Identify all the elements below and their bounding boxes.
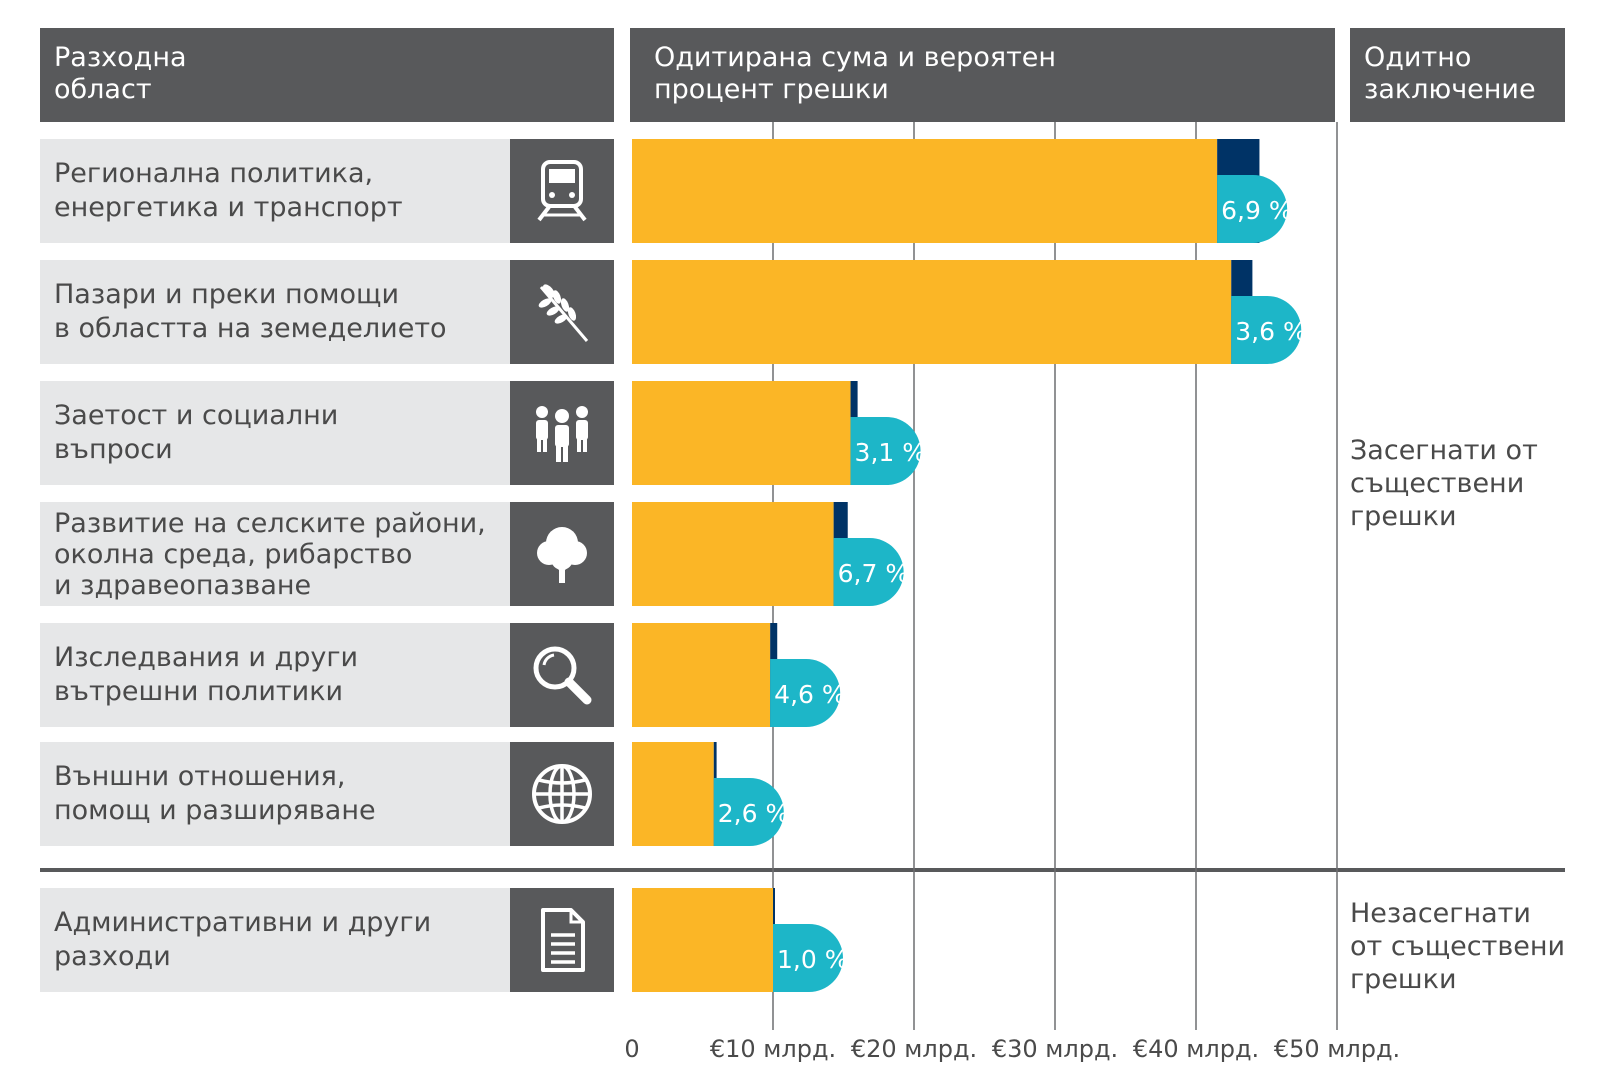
error-label-2: 3,1 % — [855, 438, 926, 467]
amount-bar-5 — [632, 742, 714, 846]
section-separator — [40, 868, 1565, 872]
error-bubble-3 — [833, 538, 904, 606]
amount-bar-6 — [632, 888, 773, 992]
row-label-research: Изследвания и други вътрешни политики — [40, 623, 510, 727]
error-label-0: 6,9 % — [1221, 196, 1292, 225]
x-tick-label-20: €20 млрд. — [851, 1035, 977, 1063]
amount-bar-4 — [632, 623, 771, 727]
error-bubble-2 — [850, 417, 921, 485]
error-bubble-6 — [773, 924, 843, 992]
error-bubble-0 — [1217, 175, 1288, 243]
error-label-6: 1,0 % — [777, 945, 848, 974]
x-tick-label-30: €30 млрд. — [992, 1035, 1118, 1063]
error-label-5: 2,6 % — [718, 799, 789, 828]
error-label-4: 4,6 % — [774, 680, 845, 709]
error-bubble-5 — [713, 778, 784, 846]
error-bubble-1 — [1231, 296, 1302, 364]
row-label-agriculture: Пазари и преки помощи в областта на земе… — [40, 260, 510, 364]
error-label-1: 3,6 % — [1235, 317, 1306, 346]
amount-bar-3 — [632, 502, 834, 606]
row-label-regional: Регионална политика, енергетика и трансп… — [40, 139, 510, 243]
tree-icon — [510, 502, 614, 606]
row-label-administrative: Административни и други разходи — [40, 888, 510, 992]
amount-bar-0 — [632, 139, 1218, 243]
header-audited-amount: Одитирана сума и вероятен процент грешки — [630, 28, 1335, 122]
globe-icon — [510, 742, 614, 846]
header-spending-area: Разходна област — [40, 28, 614, 122]
amount-bar-2 — [632, 381, 851, 485]
x-tick-label-10: €10 млрд. — [710, 1035, 836, 1063]
row-label-rural: Развитие на селските райони, околна сред… — [40, 502, 510, 606]
row-label-employment: Заетост и социални въпроси — [40, 381, 510, 485]
wheat-icon — [510, 260, 614, 364]
x-tick-label-40: €40 млрд. — [1133, 1035, 1259, 1063]
magnifier-icon — [510, 623, 614, 727]
document-icon — [510, 888, 614, 992]
x-tick-label-50: €50 млрд. — [1274, 1035, 1400, 1063]
opinion-affected: Засегнати от съществени грешки — [1350, 435, 1538, 532]
amount-bar-1 — [632, 260, 1232, 364]
opinion-not-affected: Незасегнати от съществени грешки — [1350, 898, 1566, 995]
people-icon — [510, 381, 614, 485]
train-icon — [510, 139, 614, 243]
row-label-external: Външни отношения, помощ и разширяване — [40, 742, 510, 846]
header-audit-opinion: Одитно заключение — [1350, 28, 1565, 122]
error-label-3: 6,7 % — [838, 559, 909, 588]
x-tick-label-0: 0 — [624, 1035, 639, 1063]
error-bubble-4 — [770, 659, 841, 727]
